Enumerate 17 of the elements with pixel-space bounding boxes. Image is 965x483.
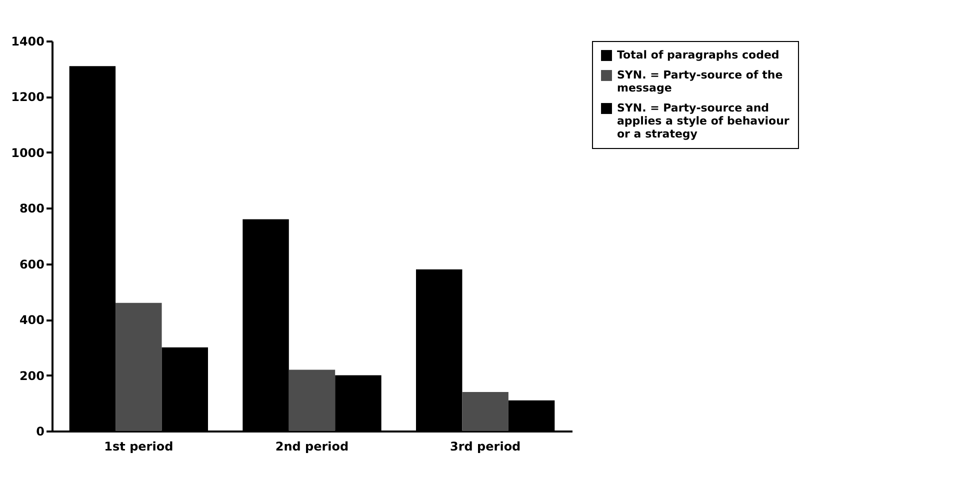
y-tick-label: 800: [19, 202, 44, 216]
y-tick-label: 400: [19, 313, 44, 328]
legend-label: SYN. = Party-source of the message: [617, 68, 783, 94]
y-tick-label: 1200: [11, 90, 44, 104]
legend-label: Total of paragraphs coded: [617, 48, 780, 62]
y-tick-label: 1400: [11, 34, 44, 48]
bar: [116, 302, 162, 431]
x-tick-label: 3rd period: [450, 440, 521, 454]
y-tick-label: 0: [36, 424, 44, 438]
legend-label: SYN. = Party-source and applies a style of behaviour or a strategy: [617, 102, 790, 140]
x-tick-label: 2nd period: [275, 440, 349, 454]
y-tick-label: 1000: [11, 146, 44, 160]
bar: [288, 370, 336, 431]
x-tick-label: 1st period: [104, 440, 174, 454]
bar: [462, 392, 508, 431]
y-tick-label: 200: [19, 368, 44, 383]
y-tick-label: 600: [19, 257, 44, 272]
